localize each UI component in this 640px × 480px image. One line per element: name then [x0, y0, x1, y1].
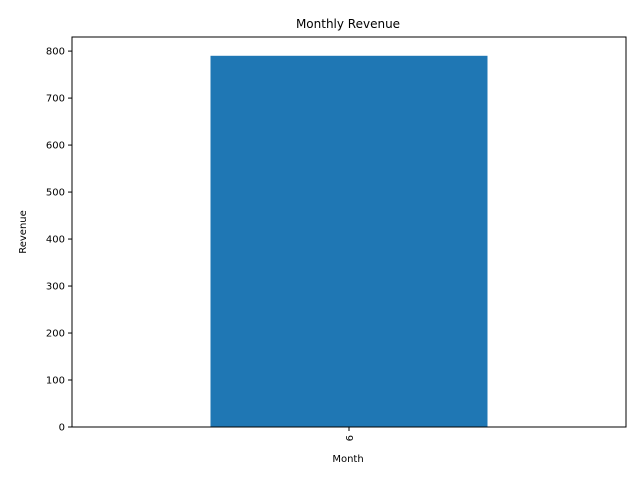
- y-tick-label: 100: [46, 376, 65, 387]
- y-tick-label: 800: [46, 47, 65, 58]
- x-axis-ticks: 6: [345, 427, 356, 441]
- y-tick-label: 400: [46, 235, 65, 246]
- y-tick-label: 700: [46, 94, 65, 105]
- y-axis-ticks: 0 100 200 300 400 500 600 700 800: [46, 47, 72, 434]
- plot-area: [71, 36, 627, 428]
- y-axis-label: Revenue: [18, 210, 29, 254]
- y-tick-label: 0: [59, 423, 65, 434]
- chart-title: Monthly Revenue: [296, 17, 400, 31]
- y-tick-label: 600: [46, 141, 65, 152]
- x-tick-label: 6: [345, 435, 356, 441]
- y-tick-label: 300: [46, 282, 65, 293]
- bars-group: [210, 55, 488, 428]
- bar-6: [210, 55, 488, 428]
- x-axis-label: Month: [332, 454, 363, 465]
- y-tick-label: 200: [46, 329, 65, 340]
- y-tick-label: 500: [46, 188, 65, 199]
